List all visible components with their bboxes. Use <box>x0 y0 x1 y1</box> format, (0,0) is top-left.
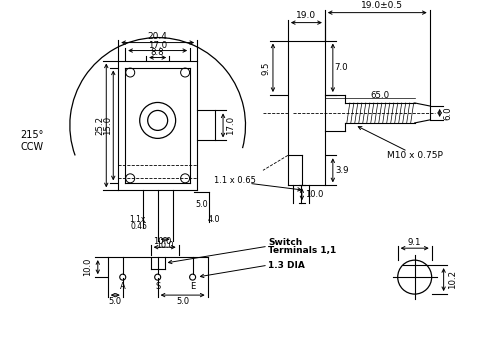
Text: 15.0: 15.0 <box>103 116 112 135</box>
Text: 1.1 x 0.65: 1.1 x 0.65 <box>214 176 256 185</box>
Text: 215°: 215° <box>20 130 44 140</box>
Text: 10.0: 10.0 <box>84 258 92 276</box>
Text: M10 x 0.75P: M10 x 0.75P <box>387 151 442 160</box>
Text: 9.1: 9.1 <box>408 238 422 247</box>
Text: 10.0: 10.0 <box>156 241 174 250</box>
Text: 10.0: 10.0 <box>154 237 172 246</box>
Text: Terminals 1,1: Terminals 1,1 <box>268 246 336 255</box>
Text: 17.0: 17.0 <box>148 41 167 50</box>
Text: 0.45: 0.45 <box>130 222 147 231</box>
Text: 1.1x: 1.1x <box>130 215 146 224</box>
Text: 1.3 DIA: 1.3 DIA <box>268 261 305 270</box>
Text: E: E <box>190 282 195 290</box>
Text: S: S <box>155 282 160 290</box>
Text: A: A <box>120 282 126 290</box>
Text: 10.2: 10.2 <box>448 270 457 289</box>
Text: Switch: Switch <box>268 238 302 247</box>
Text: 19.0: 19.0 <box>296 11 316 20</box>
Text: 20.4: 20.4 <box>148 32 168 41</box>
Text: 17.0: 17.0 <box>226 116 234 135</box>
Text: 9.5: 9.5 <box>262 61 270 75</box>
Text: 65.0: 65.0 <box>370 91 390 100</box>
Text: 5.0: 5.0 <box>176 297 189 306</box>
Text: 25.2: 25.2 <box>96 116 105 135</box>
Text: CCW: CCW <box>21 142 44 152</box>
Text: 5.0: 5.0 <box>196 200 208 209</box>
Text: 3.9: 3.9 <box>335 166 348 175</box>
Text: 7.0: 7.0 <box>334 63 347 72</box>
Text: 4.0: 4.0 <box>208 215 220 224</box>
Text: 19.0±0.5: 19.0±0.5 <box>362 1 404 10</box>
Text: 5.0: 5.0 <box>108 297 122 306</box>
Text: 6.0: 6.0 <box>443 106 452 120</box>
Text: 8.8: 8.8 <box>151 48 164 57</box>
Text: 10.0: 10.0 <box>304 190 323 199</box>
